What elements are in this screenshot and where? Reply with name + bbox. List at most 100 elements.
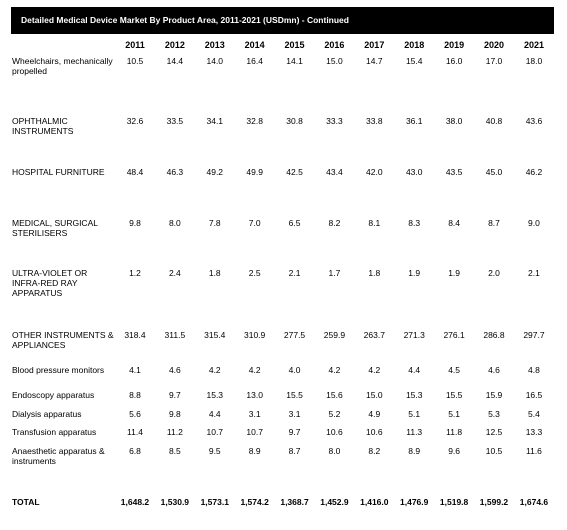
table-row: ULTRA-VIOLET OR INFRA-RED RAY APPARATUS 1… bbox=[11, 266, 554, 328]
value-cell: 8.7 bbox=[288, 446, 301, 456]
value-cell: 1,674.6 bbox=[519, 497, 549, 507]
value-cell: 9.5 bbox=[208, 446, 221, 456]
value-cell: 1.9 bbox=[448, 268, 461, 278]
year-header: 2014 bbox=[244, 40, 265, 50]
year-header: 2012 bbox=[164, 40, 185, 50]
table-row: Blood pressure monitors 4.1 4.6 4.2 4.2 4.0 4.… bbox=[11, 363, 554, 388]
value-cell: 16.0 bbox=[445, 56, 463, 66]
value-cell: 33.8 bbox=[366, 116, 383, 126]
value-cell: 8.0 bbox=[328, 446, 341, 456]
value-cell: 3.1 bbox=[248, 409, 261, 419]
value-cell: 4.2 bbox=[368, 365, 381, 375]
row-label: HOSPITAL FURNITURE bbox=[12, 167, 105, 177]
value-cell: 7.0 bbox=[248, 218, 261, 228]
row-label: Transfusion apparatus bbox=[12, 427, 97, 437]
value-cell: 8.8 bbox=[129, 390, 141, 400]
value-cell: 9.8 bbox=[129, 218, 141, 228]
value-cell: 49.9 bbox=[246, 167, 263, 177]
value-cell: 43.0 bbox=[405, 167, 423, 177]
value-cell: 4.6 bbox=[168, 365, 181, 375]
table-row: HOSPITAL FURNITURE 48.4 46.3 49.2 49.9 42.5 43… bbox=[11, 165, 554, 216]
value-cell: 32.6 bbox=[126, 116, 144, 126]
value-cell: 1,416.0 bbox=[360, 497, 389, 507]
year-header: 2020 bbox=[483, 40, 504, 50]
value-cell: 1,573.1 bbox=[200, 497, 229, 507]
value-cell: 1,476.9 bbox=[400, 497, 429, 507]
value-cell: 45.0 bbox=[485, 167, 503, 177]
value-cell: 33.3 bbox=[326, 116, 343, 126]
value-cell: 7.8 bbox=[208, 218, 221, 228]
value-cell: 34.1 bbox=[206, 116, 224, 126]
value-cell: 8.0 bbox=[168, 218, 181, 228]
value-cell: 2.4 bbox=[168, 268, 181, 278]
value-cell: 2.1 bbox=[288, 268, 301, 278]
value-cell: 36.1 bbox=[405, 116, 423, 126]
row-label: ULTRA-VIOLET OR INFRA-RED RAY APPARATUS bbox=[12, 268, 88, 298]
value-cell: 15.0 bbox=[326, 56, 343, 66]
row-label: TOTAL bbox=[12, 497, 40, 507]
value-cell: 311.5 bbox=[164, 330, 186, 340]
value-cell: 8.9 bbox=[408, 446, 421, 456]
value-cell: 6.5 bbox=[288, 218, 301, 228]
value-cell: 46.2 bbox=[525, 167, 543, 177]
value-cell: 17.0 bbox=[485, 56, 503, 66]
value-cell: 10.5 bbox=[485, 446, 503, 456]
value-cell: 4.0 bbox=[288, 365, 301, 375]
value-cell: 8.9 bbox=[248, 446, 261, 456]
value-cell: 276.1 bbox=[443, 330, 465, 340]
value-cell: 14.0 bbox=[206, 56, 224, 66]
value-cell: 1,368.7 bbox=[280, 497, 309, 507]
value-cell: 9.7 bbox=[288, 427, 301, 437]
value-cell: 10.6 bbox=[326, 427, 343, 437]
value-cell: 11.2 bbox=[166, 427, 183, 437]
value-cell: 297.7 bbox=[523, 330, 545, 340]
value-cell: 4.9 bbox=[368, 409, 381, 419]
value-cell: 4.5 bbox=[448, 365, 461, 375]
value-cell: 318.4 bbox=[124, 330, 146, 340]
value-cell: 5.1 bbox=[448, 409, 461, 419]
value-cell: 9.8 bbox=[168, 409, 181, 419]
value-cell: 1,574.2 bbox=[240, 497, 269, 507]
value-cell: 18.0 bbox=[525, 56, 543, 66]
value-cell: 5.1 bbox=[408, 409, 421, 419]
year-header: 2011 bbox=[125, 40, 145, 50]
value-cell: 48.4 bbox=[126, 167, 144, 177]
table-row: TOTAL 1,648.2 1,530.9 1,573.1 1,574.2 1,368.7… bbox=[11, 488, 554, 510]
table-row: Endoscopy apparatus 8.8 9.7 15.3 13.0 15.5 15.… bbox=[11, 388, 554, 407]
value-cell: 1,599.2 bbox=[479, 497, 509, 507]
value-cell: 1.7 bbox=[328, 268, 341, 278]
value-cell: 15.9 bbox=[485, 390, 503, 400]
row-label: OPHTHALMIC INSTRUMENTS bbox=[12, 116, 74, 136]
row-label: Wheelchairs, mechanically propelled bbox=[12, 56, 113, 76]
value-cell: 15.5 bbox=[286, 390, 303, 400]
value-cell: 1,452.9 bbox=[320, 497, 349, 507]
value-cell: 5.3 bbox=[488, 409, 500, 419]
row-label: Dialysis apparatus bbox=[12, 409, 82, 419]
value-cell: 10.5 bbox=[126, 56, 144, 66]
header-row: 2011 2012 2013 2014 2015 2016 2017 2018 2019 2020… bbox=[11, 36, 554, 54]
value-cell: 46.3 bbox=[166, 167, 184, 177]
value-cell: 263.7 bbox=[363, 330, 385, 340]
value-cell: 11.4 bbox=[127, 427, 143, 437]
value-cell: 8.4 bbox=[448, 218, 461, 228]
year-header: 2019 bbox=[444, 40, 465, 50]
value-cell: 15.3 bbox=[206, 390, 224, 400]
value-cell: 315.4 bbox=[204, 330, 226, 340]
value-cell: 9.0 bbox=[528, 218, 540, 228]
value-cell: 11.8 bbox=[446, 427, 463, 437]
value-cell: 259.9 bbox=[323, 330, 346, 340]
value-cell: 38.0 bbox=[445, 116, 463, 126]
value-cell: 14.4 bbox=[166, 56, 184, 66]
value-cell: 15.0 bbox=[366, 390, 383, 400]
row-label: Blood pressure monitors bbox=[12, 365, 105, 375]
value-cell: 12.5 bbox=[485, 427, 503, 437]
value-cell: 4.6 bbox=[488, 365, 500, 375]
value-cell: 2.0 bbox=[488, 268, 500, 278]
table-row: Anaesthetic apparatus & instruments 6.8 8.… bbox=[11, 444, 554, 488]
value-cell: 43.6 bbox=[525, 116, 543, 126]
value-cell: 3.1 bbox=[288, 409, 301, 419]
value-cell: 1.8 bbox=[368, 268, 381, 278]
value-cell: 33.5 bbox=[166, 116, 184, 126]
row-label: Endoscopy apparatus bbox=[12, 390, 95, 400]
value-cell: 43.4 bbox=[326, 167, 343, 177]
